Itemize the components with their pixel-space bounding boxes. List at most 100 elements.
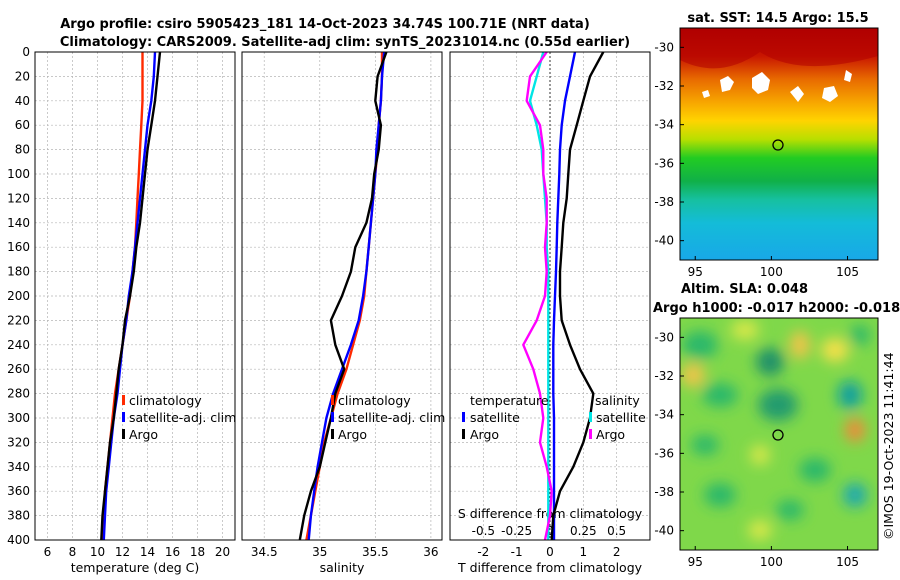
legend-swatch-satellite [331, 412, 334, 422]
difference-legend: temperature satellite Argo salinity sate… [462, 393, 646, 442]
argo-location-marker [772, 139, 784, 151]
y-tick-label: 100 [7, 167, 30, 181]
temperature-panel: 0 20 40 60 80 100 120 140 160 180 200 220 240 260 280 3… [7, 45, 236, 575]
legend-argo: Argo [338, 427, 367, 442]
figure-title-line2: Climatology: CARS2009. Satellite-adj cli… [60, 35, 630, 50]
x-top-tick-label: -0.25 [501, 524, 532, 538]
legend-s-satellite: satellite [596, 410, 646, 425]
map-x-tick-label: 95 [688, 265, 703, 279]
map-y-tick-label: -36 [654, 156, 674, 170]
series-line [522, 51, 553, 541]
x-axis-label: salinity [320, 560, 365, 575]
legend-swatch-s-argo [589, 429, 592, 439]
y-tick-label: 40 [15, 94, 30, 108]
y-tick-label: 320 [7, 435, 30, 449]
x-top-tick-label: 0 [546, 524, 554, 538]
legend-satellite-adj: satellite-adj. clim [338, 410, 445, 425]
x-tick-label: -1 [511, 545, 523, 559]
legend-swatch-t-satellite [462, 412, 465, 422]
salinity-legend: climatology satellite-adj. clim Argo [331, 393, 445, 442]
x-tick-label: 2 [613, 545, 621, 559]
y-tick-label: 120 [7, 191, 30, 205]
series-line [100, 51, 162, 541]
x-tick-label: 36 [423, 545, 438, 559]
x-tick-label: -2 [477, 545, 489, 559]
map-y-tick-label: -40 [654, 234, 674, 248]
y-tick-label: 80 [15, 143, 30, 157]
y-tick-label: 20 [15, 69, 30, 83]
panel-frame [449, 51, 651, 541]
imos-credit: ©IMOS 19-Oct-2023 11:41:44 [881, 352, 896, 540]
legend-s-argo: Argo [596, 427, 625, 442]
map-x-tick-label: 95 [688, 555, 703, 569]
legend-swatch-argo [122, 429, 125, 439]
legend-satellite-adj: satellite-adj. clim [129, 410, 236, 425]
legend-t-argo: Argo [470, 427, 499, 442]
difference-panel: -2 -1 0 1 2-0.5 -0.25 0 0.25 0.5S difference fro… [449, 51, 651, 575]
series-line [552, 51, 577, 540]
map-y-tick-label: -38 [654, 195, 674, 209]
sst-land-mask [680, 28, 878, 102]
x-tick-label: 35 [312, 545, 327, 559]
map-y-tick-label: -40 [654, 524, 674, 538]
y-tick-label: 380 [7, 509, 30, 523]
x-tick-label: 8 [69, 545, 77, 559]
x-tick-label: 12 [115, 545, 130, 559]
y-tick-label: 200 [7, 289, 30, 303]
legend-climatology: climatology [129, 393, 202, 408]
legend-swatch-argo [331, 429, 334, 439]
map-x-tick-label: 100 [760, 555, 783, 569]
legend-t-satellite: satellite [470, 410, 520, 425]
argo-location-marker [772, 429, 784, 441]
x-top-tick-label: 0.25 [570, 524, 597, 538]
sla-map-title: Altim. SLA: 0.048 [681, 282, 808, 297]
map-y-tick-label: -34 [654, 118, 674, 132]
sla-map: Altim. SLA: 0.048 Argo h1000: -0.017 h20… [653, 282, 900, 569]
legend-swatch-satellite [122, 412, 125, 422]
series-line [307, 51, 386, 541]
map-y-tick-label: -36 [654, 446, 674, 460]
map-y-tick-label: -32 [654, 79, 674, 93]
y-tick-label: 280 [7, 387, 30, 401]
x-axis-label: temperature (deg C) [71, 560, 200, 575]
x-tick-label: 6 [44, 545, 52, 559]
legend-argo: Argo [129, 427, 158, 442]
sst-map: sat. SST: 14.5 Argo: 15.5 95 100 105 -30 -32… [654, 11, 879, 279]
y-tick-label: 360 [7, 484, 30, 498]
series-line [528, 51, 550, 540]
figure-title-line1: Argo profile: csiro 5905423_181 14-Oct-2… [60, 17, 590, 32]
x-tick-label: 20 [215, 545, 230, 559]
x-tick-label: 34.5 [251, 545, 278, 559]
map-y-tick-label: -30 [654, 330, 674, 344]
y-tick-label: 160 [7, 240, 30, 254]
x-tick-label: 1 [580, 545, 588, 559]
x-tick-label: 35.5 [362, 545, 389, 559]
y-tick-label: 140 [7, 216, 30, 230]
map-x-tick-label: 105 [836, 265, 859, 279]
x-tick-label: 14 [140, 545, 155, 559]
x-top-tick-label: -0.5 [472, 524, 495, 538]
x-tick-label: 16 [165, 545, 180, 559]
map-x-tick-label: 105 [836, 555, 859, 569]
legend-temperature-title: temperature [470, 393, 549, 408]
sla-map-subtitle: Argo h1000: -0.017 h2000: -0.018 [653, 301, 900, 316]
panel-frame [241, 51, 443, 541]
x-tick-label: 10 [90, 545, 105, 559]
y-tick-label: 220 [7, 313, 30, 327]
map-y-tick-label: -32 [654, 369, 674, 383]
series-line [550, 51, 605, 541]
x-axis-label: T difference from climatology [457, 560, 643, 575]
sst-map-title: sat. SST: 14.5 Argo: 15.5 [687, 11, 868, 26]
y-tick-label: 300 [7, 411, 30, 425]
salinity-panel: 34.5 35 35.5 36 salinity [241, 51, 443, 575]
legend-swatch-climatology [122, 395, 125, 405]
x-tick-label: 0 [546, 545, 554, 559]
y-tick-label: 260 [7, 362, 30, 376]
y-tick-label: 340 [7, 460, 30, 474]
y-tick-label: 0 [22, 45, 30, 59]
y-tick-label: 60 [15, 118, 30, 132]
panel-frame [34, 51, 236, 541]
legend-swatch-climatology [331, 395, 334, 405]
series-line [298, 51, 388, 541]
